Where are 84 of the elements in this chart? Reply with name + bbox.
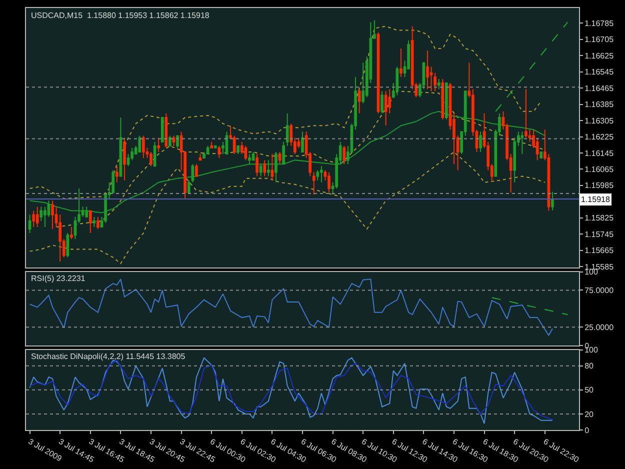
candlestick — [342, 145, 346, 165]
candlestick — [441, 78, 444, 120]
candlestick — [312, 172, 316, 196]
candlestick — [138, 135, 142, 152]
y-tick-label: 1.16785 — [584, 19, 614, 28]
y-tick-label: 1.15745 — [584, 230, 614, 239]
y-tick-label: 1.15825 — [584, 214, 614, 223]
candlestick — [160, 116, 164, 142]
candlestick — [274, 151, 278, 183]
candlestick — [214, 145, 217, 148]
candlestick — [286, 112, 289, 146]
candlestick — [248, 153, 251, 165]
y-tick-label: 1.16465 — [584, 84, 614, 93]
line-series — [56, 90, 546, 228]
candlestick — [316, 170, 320, 181]
candlestick — [400, 48, 402, 78]
candlestick — [66, 232, 70, 258]
candlestick — [157, 137, 160, 152]
y-tick-label: 1.16385 — [584, 100, 614, 110]
chart-title: Stochastic DiNapoli(4,2,2) 11.5445 13.3805 — [31, 352, 186, 361]
candlestick — [150, 151, 152, 167]
candlestick — [524, 88, 528, 138]
line-series — [29, 26, 542, 200]
candlestick — [218, 145, 221, 159]
candlestick — [437, 78, 440, 90]
y-tick-label: 50 — [584, 386, 594, 395]
candlestick — [92, 216, 96, 228]
y-tick-label: 1.15985 — [584, 181, 614, 190]
candlestick — [479, 131, 482, 152]
candlestick — [164, 112, 168, 148]
candlestick — [358, 88, 361, 114]
y-tick-label: 75.0000 — [584, 286, 614, 296]
candlestick — [426, 50, 429, 90]
candlestick — [270, 153, 274, 181]
ref-line-label: 1.15918 — [581, 195, 610, 204]
y-tick-label: 1.16305 — [584, 116, 614, 126]
y-tick-label: 1.16625 — [584, 51, 614, 60]
candlestick — [236, 145, 240, 154]
candlestick — [51, 200, 54, 230]
candlestick — [96, 216, 100, 230]
candlestick — [172, 135, 176, 146]
candlestick — [176, 135, 179, 148]
candlestick — [540, 151, 543, 159]
y-tick-label: 1.16705 — [584, 35, 614, 44]
candlestick — [32, 210, 35, 228]
y-tick-label: 25.0000 — [584, 322, 614, 332]
y-tick-label: 0 — [584, 426, 590, 435]
candlestick — [198, 153, 202, 161]
candlestick — [70, 226, 73, 240]
candlestick — [520, 131, 524, 154]
candlestick — [328, 172, 330, 194]
candlestick — [88, 210, 92, 234]
candlestick — [28, 214, 32, 234]
candlestick — [256, 153, 258, 177]
y-tick-label: 20 — [584, 410, 594, 419]
candlestick — [551, 191, 554, 211]
candlestick — [123, 137, 126, 181]
candlestick — [266, 160, 270, 177]
candlestick — [195, 164, 198, 177]
candlestick — [119, 116, 122, 177]
candlestick — [380, 90, 384, 114]
chart-title: USDCAD,M15 1.15880 1.15953 1.15862 1.15918 — [31, 11, 210, 20]
candlestick — [259, 164, 262, 177]
y-tick-label: 1.16065 — [584, 164, 614, 174]
y-tick-label: 1.15585 — [584, 262, 614, 272]
candlestick — [301, 131, 304, 152]
candlestick — [282, 141, 285, 165]
y-tick-label: 1.16145 — [584, 148, 614, 158]
candlestick — [168, 135, 172, 146]
candlestick — [244, 145, 248, 161]
chart-title: RSI(5) 23.2231 — [31, 274, 86, 283]
candlestick — [278, 151, 282, 165]
candlestick — [142, 135, 145, 159]
line-series — [29, 151, 546, 264]
y-tick-label: 1.16225 — [584, 132, 614, 142]
y-tick-label: 1.15665 — [584, 246, 614, 256]
candlestick — [210, 141, 214, 148]
candlestick — [36, 206, 39, 228]
y-tick-label: 1.16545 — [584, 68, 614, 77]
candlestick — [320, 166, 323, 183]
y-tick-label: 80 — [584, 362, 594, 371]
candlestick — [263, 160, 266, 177]
candlestick — [384, 90, 388, 126]
candlestick — [115, 166, 118, 183]
